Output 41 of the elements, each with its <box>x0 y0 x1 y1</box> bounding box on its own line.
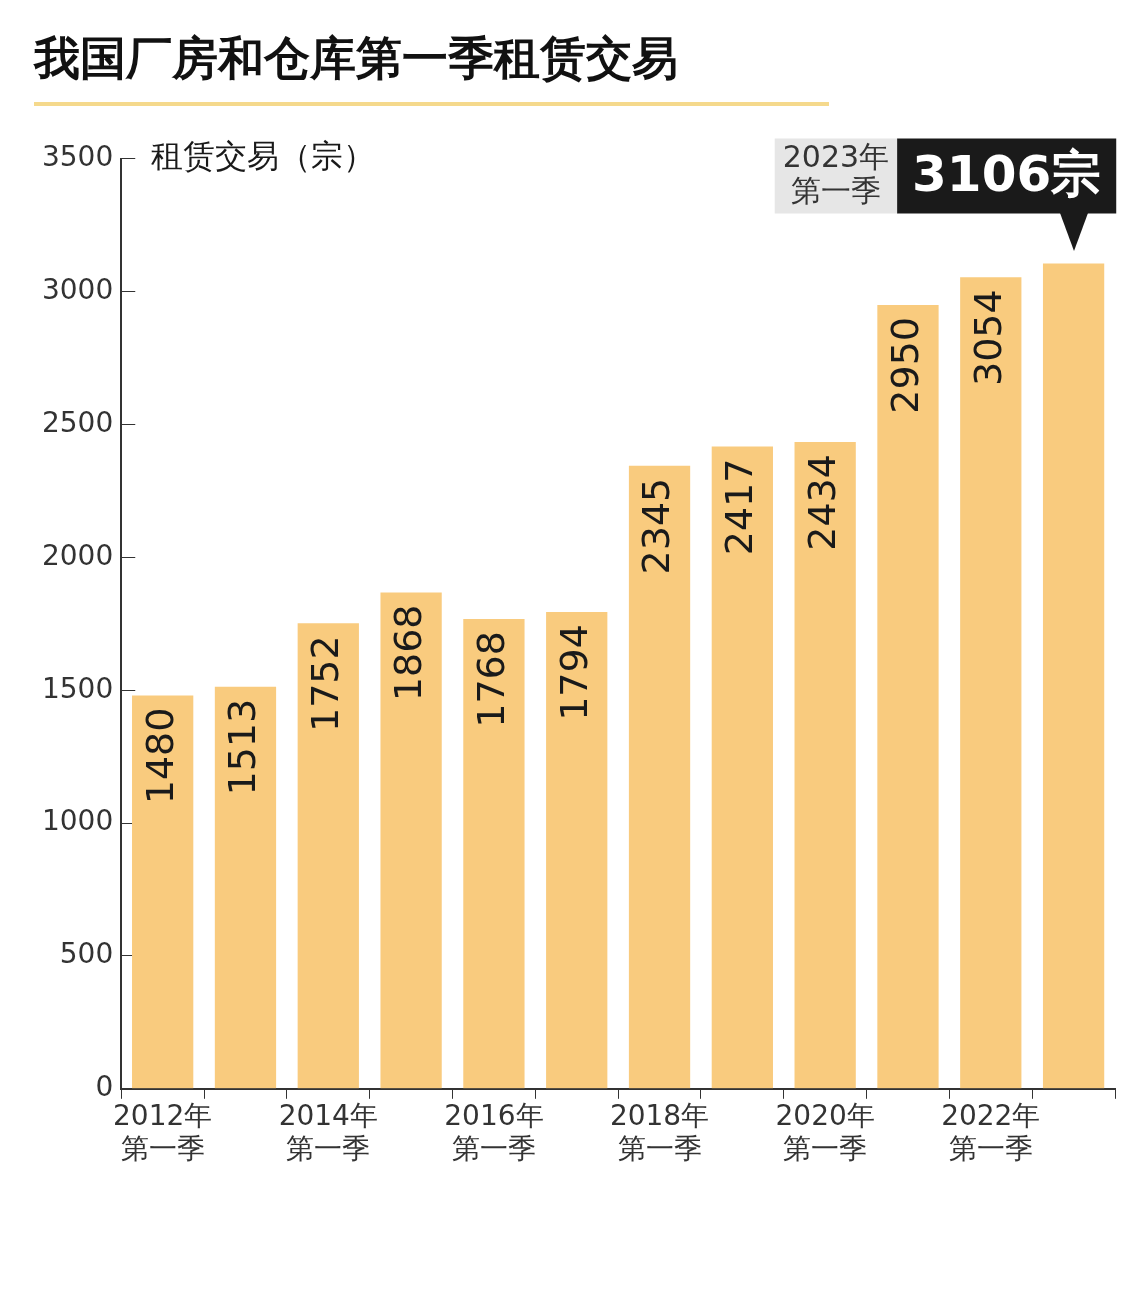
bar <box>1042 263 1105 1089</box>
y-tick-label: 1500 <box>41 671 114 705</box>
bar <box>960 277 1022 1089</box>
data-label: 1513 <box>220 698 265 796</box>
data-label: 1480 <box>137 707 182 805</box>
data-label: 1794 <box>551 624 596 721</box>
x-tick-label: 2020年第一季 <box>775 1098 875 1166</box>
data-label: 2950 <box>882 316 927 414</box>
bar <box>380 592 442 1089</box>
y-tick-label: 0 <box>95 1070 114 1104</box>
y-tick-label: 500 <box>59 937 114 971</box>
chart-title: 我国厂房和仓库第一季租赁交易 <box>34 28 829 106</box>
y-axis-title: 租赁交易（宗） <box>151 137 376 176</box>
y-tick-label: 3000 <box>41 272 114 306</box>
x-tick-label: 2012年第一季 <box>113 1098 213 1166</box>
data-label: 3054 <box>965 289 1010 387</box>
y-tick-label: 2500 <box>41 405 114 439</box>
data-label: 2417 <box>717 458 762 556</box>
y-tick-label: 3500 <box>41 140 114 174</box>
bar <box>628 465 691 1089</box>
x-tick-label: 2014年第一季 <box>278 1098 378 1166</box>
bar <box>297 623 359 1089</box>
x-tick-label: 2016年第一季 <box>444 1098 544 1166</box>
x-tick-label: 2022年第一季 <box>941 1098 1041 1166</box>
bar <box>214 686 277 1089</box>
data-label: 1752 <box>303 635 348 732</box>
bar <box>711 446 773 1089</box>
y-tick-label: 1000 <box>41 804 114 838</box>
data-label: 2434 <box>800 454 845 551</box>
bar <box>794 442 856 1089</box>
data-label: 1768 <box>468 631 513 728</box>
x-tick-label: 2018年第一季 <box>609 1098 710 1166</box>
annotation: 2023年第一季 <box>782 138 890 208</box>
bar <box>132 695 194 1089</box>
bar <box>877 304 939 1089</box>
data-label: 3106宗 <box>912 144 1102 203</box>
bar <box>546 612 608 1089</box>
data-label: 2345 <box>634 477 679 575</box>
bar <box>463 619 525 1089</box>
data-label: 1868 <box>385 604 430 702</box>
y-tick-label: 2000 <box>41 538 114 572</box>
